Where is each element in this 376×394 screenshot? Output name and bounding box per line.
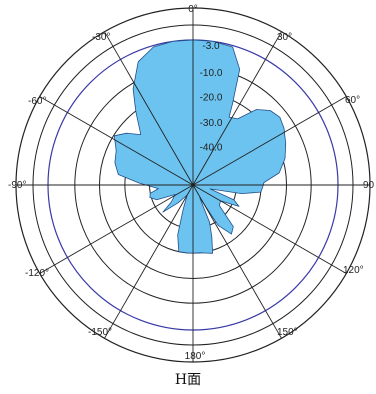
angle-label-0: 0° (188, 4, 198, 15)
spoke-120 (192, 184, 347, 274)
angle-labels: 0° 30° 60° 90 120° 150° 180° -150° -120° -90° -60°… (8, 4, 375, 362)
ring-label-3: -30.0 (200, 118, 223, 129)
spoke-60 (192, 96, 347, 186)
angle-label-150: 150° (277, 327, 298, 338)
angle-label-minus150: -150° (88, 327, 112, 338)
angle-label-180: 180° (185, 351, 206, 362)
pattern-layer (113, 39, 287, 254)
spoke-30 (192, 31, 282, 186)
angle-label-minus120: -120° (25, 268, 49, 279)
angle-label-60: 60° (345, 95, 360, 106)
ring-label-2: -20.0 (200, 93, 223, 104)
angle-label-minus30: -30° (92, 32, 110, 43)
ring-labels: -3.0 -10.0 -20.0 -30.0 -40.0 (200, 41, 223, 154)
radiation-pattern (113, 39, 287, 254)
angle-label-90: 90 (363, 180, 375, 191)
ring-label-1: -10.0 (200, 68, 223, 79)
spoke-330 (104, 31, 194, 186)
angle-label-minus90: -90° (8, 180, 26, 191)
spoke-240 (39, 184, 194, 274)
spoke-300 (39, 96, 194, 186)
spoke-210 (104, 184, 194, 339)
ring-label-0: -3.0 (202, 41, 220, 52)
angle-label-120: 120° (343, 265, 364, 276)
angle-label-30: 30° (277, 32, 292, 43)
ring-label-4: -40.0 (200, 143, 223, 154)
chart-caption: H面 (175, 372, 201, 388)
angle-label-minus60: -60° (28, 96, 46, 107)
angle-spokes (16, 8, 370, 362)
spoke-150 (192, 184, 282, 339)
